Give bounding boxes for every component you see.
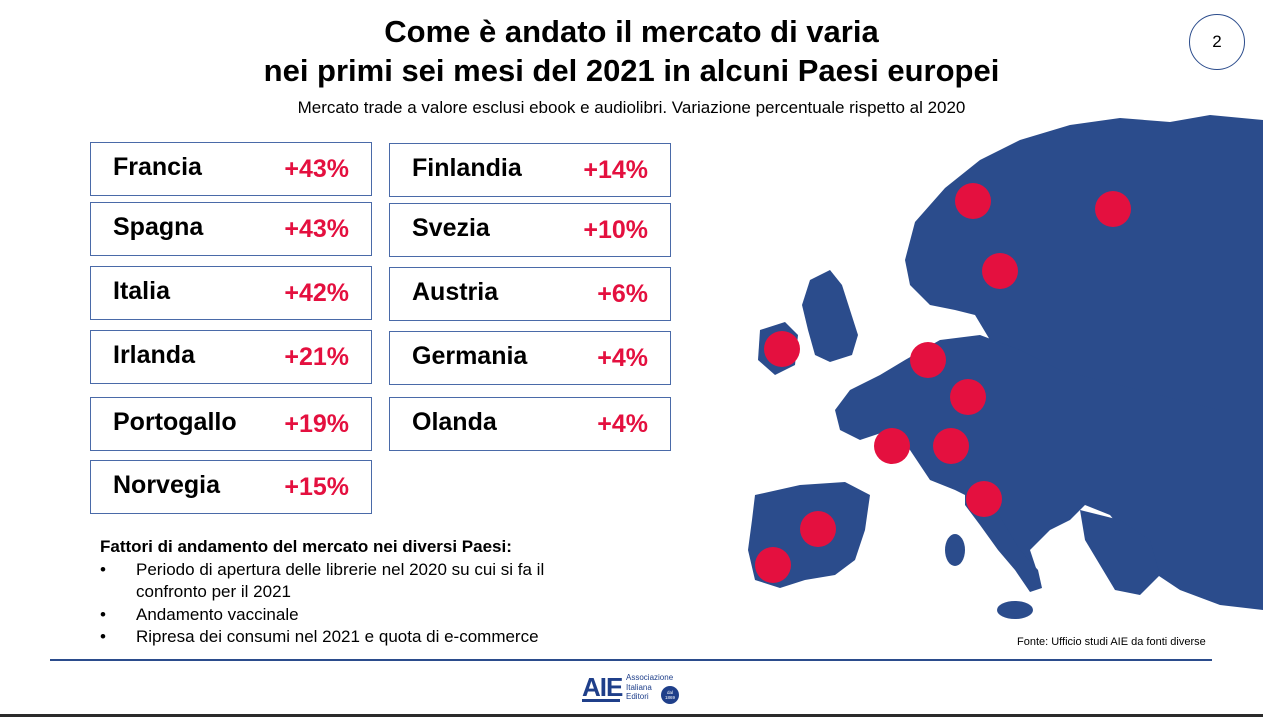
country-box-austria: Austria +6%: [389, 267, 671, 321]
country-change: +43%: [284, 155, 349, 183]
country-name: Svezia: [412, 214, 490, 242]
country-change: +21%: [284, 343, 349, 371]
country-change: +14%: [583, 156, 648, 184]
country-name: Finlandia: [412, 154, 522, 182]
map-land: [748, 115, 1263, 619]
country-name: Norvegia: [113, 471, 220, 499]
marker-italia: [966, 481, 1002, 517]
country-box-francia: Francia +43%: [90, 142, 372, 196]
map-landmass-britain: [802, 270, 858, 362]
marker-finlandia: [1095, 191, 1131, 227]
country-change: +15%: [284, 473, 349, 501]
country-box-olanda: Olanda +4%: [389, 397, 671, 451]
bottom-edge-bar: [0, 714, 1263, 717]
title-line-1: Come è andato il mercato di varia: [384, 14, 879, 49]
country-name: Portogallo: [113, 408, 237, 436]
marker-norvegia: [955, 183, 991, 219]
marker-olanda: [910, 342, 946, 378]
factors-list: Periodo di apertura delle librerie nel 2…: [100, 559, 606, 649]
marker-francia: [874, 428, 910, 464]
map-landmass-sardinia: [945, 534, 965, 566]
marker-austria: [933, 428, 969, 464]
country-box-portogallo: Portogallo +19%: [90, 397, 372, 451]
factors-section: Fattori di andamento del mercato nei div…: [100, 536, 606, 649]
country-name: Spagna: [113, 213, 204, 241]
country-name: Italia: [113, 277, 170, 305]
country-change: +4%: [597, 344, 648, 372]
logo-underline: [582, 699, 620, 702]
logo-badge-year: 1869: [664, 695, 675, 700]
logo-badge-top: dal: [666, 690, 673, 695]
country-box-norvegia: Norvegia +15%: [90, 460, 372, 514]
logo-letters: AIE: [582, 672, 623, 702]
page-subtitle: Mercato trade a valore esclusi ebook e a…: [297, 98, 966, 117]
title-line-2: nei primi sei mesi del 2021 in alcuni Pa…: [263, 53, 1000, 88]
country-name: Olanda: [412, 408, 497, 436]
logo-line-1: Associazione: [626, 673, 674, 682]
logo-line-3: Editori: [626, 692, 649, 701]
marker-portogallo: [755, 547, 791, 583]
factor-item: Ripresa dei consumi nel 2021 e quota di …: [100, 626, 606, 649]
logo-badge: dal 1869: [661, 686, 679, 704]
map-markers: [755, 183, 1131, 583]
marker-irlanda: [764, 331, 800, 367]
country-box-irlanda: Irlanda +21%: [90, 330, 372, 384]
country-change: +42%: [284, 279, 349, 307]
country-box-finlandia: Finlandia +14%: [389, 143, 671, 197]
europe-map: [748, 115, 1263, 619]
marker-germania: [950, 379, 986, 415]
page-number: 2: [1212, 32, 1222, 51]
country-box-italia: Italia +42%: [90, 266, 372, 320]
map-landmass-sicily: [997, 601, 1033, 619]
factor-item: Periodo di apertura delle librerie nel 2…: [100, 559, 606, 604]
country-box-svezia: Svezia +10%: [389, 203, 671, 257]
aie-logo: AIE Associazione Italiana Editori dal 18…: [580, 672, 684, 706]
country-change: +19%: [284, 410, 349, 438]
factor-item: Andamento vaccinale: [100, 604, 606, 627]
map-landmass-balkans: [1080, 510, 1160, 595]
source-note: Fonte: Ufficio studi AIE da fonti divers…: [1017, 636, 1206, 648]
marker-spagna: [800, 511, 836, 547]
footer-divider: [50, 659, 1212, 661]
country-name: Germania: [412, 342, 528, 370]
page-title: Come è andato il mercato di varia nei pr…: [0, 12, 1263, 90]
map-landmass-north: [905, 115, 1263, 440]
country-box-germania: Germania +4%: [389, 331, 671, 385]
map-landmass-continent: [835, 335, 1263, 610]
logo-text: Associazione Italiana Editori: [626, 673, 673, 702]
country-name: Austria: [412, 278, 499, 306]
page-number-badge: 2: [1189, 14, 1245, 70]
factors-heading: Fattori di andamento del mercato nei div…: [100, 537, 512, 556]
country-name: Francia: [113, 153, 202, 181]
country-change: +6%: [597, 280, 648, 308]
marker-svezia: [982, 253, 1018, 289]
country-change: +10%: [583, 216, 648, 244]
country-change: +43%: [284, 215, 349, 243]
logo-line-2: Italiana: [626, 682, 652, 692]
country-change: +4%: [597, 410, 648, 438]
country-box-spagna: Spagna +43%: [90, 202, 372, 256]
country-name: Irlanda: [113, 341, 195, 369]
